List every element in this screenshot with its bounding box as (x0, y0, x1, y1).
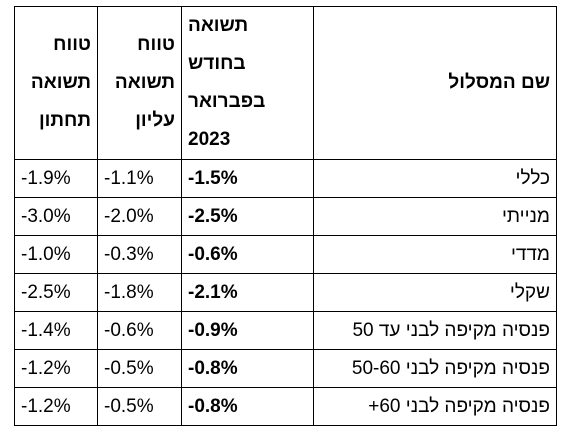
header-feb-line: 2023 (188, 129, 231, 150)
track-name-cell: פנסיה מקיפה לבני עד 50 (313, 311, 557, 350)
lower-range-cell: -1.9% (14, 159, 98, 198)
header-lower-line: טווח (53, 34, 91, 55)
feb-return-cell: -2.5% (181, 197, 314, 236)
track-name-cell: פנסיה מקיפה לבני 60+ (313, 387, 557, 426)
lower-range-cell: -1.2% (14, 387, 98, 426)
table-row: מדדי -0.6% -0.3% -1.0% (14, 235, 557, 274)
track-name-cell: שקלי (313, 273, 557, 312)
feb-return-cell: -0.6% (181, 235, 314, 274)
track-name-cell: מנייתי (313, 197, 557, 236)
header-feb-line: תשואה (188, 15, 249, 36)
upper-range-cell: -1.1% (97, 159, 182, 198)
header-feb-line: בחודש (188, 53, 246, 74)
lower-range-cell: -1.4% (14, 311, 98, 350)
header-track-name: שם המסלול (313, 6, 557, 160)
header-lower-line: תחתון (38, 110, 91, 131)
lower-range-cell: -2.5% (14, 273, 98, 312)
header-upper-line: תשואה (114, 72, 175, 93)
returns-table: שם המסלול תשואה בחודש בפברואר 2023 טווח … (14, 6, 557, 426)
header-lower-range: טווח תשואה תחתון (14, 6, 98, 160)
feb-return-cell: -0.9% (181, 311, 314, 350)
header-feb-line: בפברואר (188, 91, 266, 112)
table-row: פנסיה מקיפה לבני עד 50 -0.9% -0.6% -1.4% (14, 311, 557, 350)
header-upper-line: עליון (135, 110, 175, 131)
lower-range-cell: -1.0% (14, 235, 98, 274)
table-row: מנייתי -2.5% -2.0% -3.0% (14, 197, 557, 236)
upper-range-cell: -0.6% (97, 311, 182, 350)
feb-return-cell: -2.1% (181, 273, 314, 312)
table-row: פנסיה מקיפה לבני 60+ -0.8% -0.5% -1.2% (14, 387, 557, 426)
upper-range-cell: -2.0% (97, 197, 182, 236)
table-row: כללי -1.5% -1.1% -1.9% (14, 159, 557, 198)
header-upper-range: טווח תשואה עליון (97, 6, 182, 160)
upper-range-cell: -0.3% (97, 235, 182, 274)
header-upper-line: טווח (137, 34, 175, 55)
upper-range-cell: -0.5% (97, 349, 182, 388)
track-name-cell: פנסיה מקיפה לבני 50-60 (313, 349, 557, 388)
header-lower-line: תשואה (30, 72, 91, 93)
upper-range-cell: -0.5% (97, 387, 182, 426)
feb-return-cell: -0.8% (181, 387, 314, 426)
table-row: פנסיה מקיפה לבני 50-60 -0.8% -0.5% -1.2% (14, 349, 557, 388)
track-name-cell: כללי (313, 159, 557, 198)
feb-return-cell: -0.8% (181, 349, 314, 388)
lower-range-cell: -3.0% (14, 197, 98, 236)
feb-return-cell: -1.5% (181, 159, 314, 198)
track-name-cell: מדדי (313, 235, 557, 274)
upper-range-cell: -1.8% (97, 273, 182, 312)
lower-range-cell: -1.2% (14, 349, 98, 388)
table-row: שקלי -2.1% -1.8% -2.5% (14, 273, 557, 312)
table-header-row: שם המסלול תשואה בחודש בפברואר 2023 טווח … (14, 6, 557, 160)
header-feb-return: תשואה בחודש בפברואר 2023 (181, 6, 314, 160)
